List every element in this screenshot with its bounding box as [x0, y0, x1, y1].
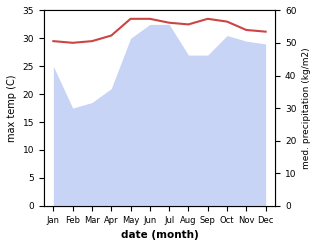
Y-axis label: med. precipitation (kg/m2): med. precipitation (kg/m2) — [302, 47, 311, 169]
X-axis label: date (month): date (month) — [121, 230, 198, 240]
Y-axis label: max temp (C): max temp (C) — [7, 74, 17, 142]
